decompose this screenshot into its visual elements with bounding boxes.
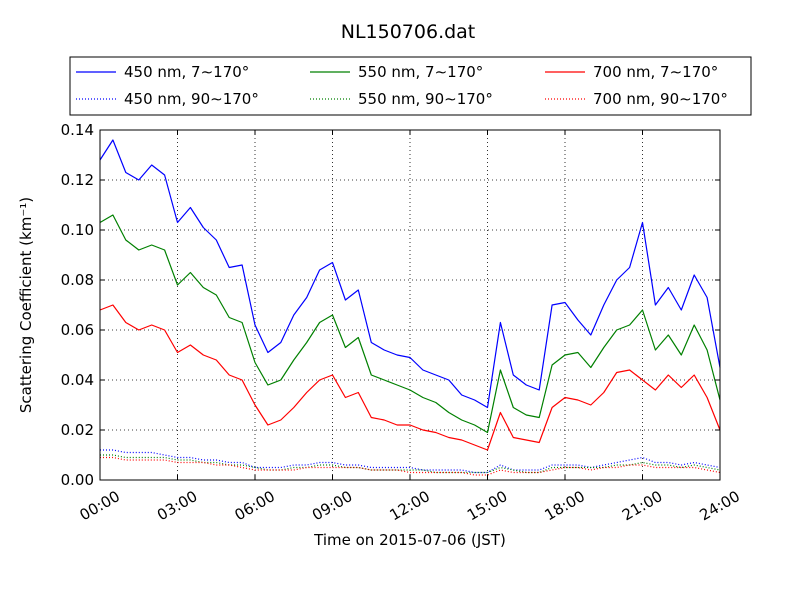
chart-title: NL150706.dat — [341, 21, 476, 43]
y-axis-label: Scattering Coefficient (km⁻¹) — [17, 197, 35, 413]
axis-ticks — [99, 129, 721, 481]
legend-label-4: 700 nm, 7∼170° — [593, 63, 718, 81]
legend-label-5: 700 nm, 90∼170° — [593, 90, 728, 108]
y-tick-label: 0.02 — [61, 421, 94, 439]
y-tick-label: 0.08 — [61, 271, 94, 289]
y-tick-label: 0.00 — [61, 471, 94, 489]
series-line-3 — [100, 454, 721, 474]
legend-label-2: 550 nm, 7∼170° — [358, 63, 483, 81]
legend-box — [69, 56, 752, 116]
y-tick-label: 0.06 — [61, 321, 94, 339]
y-tick-labels: 0.00 0.02 0.04 0.06 0.08 0.10 0.12 0.14 — [61, 121, 94, 489]
series-line-4 — [99, 304, 721, 451]
y-tick-label: 0.14 — [61, 121, 94, 139]
series-layer — [99, 139, 721, 476]
legend: 450 nm, 7∼170° 450 nm, 90∼170° 550 nm, 7∼1… — [69, 56, 752, 116]
legend-label-3: 550 nm, 90∼170° — [358, 90, 493, 108]
x-axis-label: Time on 2015-07-06 (JST) — [313, 531, 506, 549]
legend-label-0: 450 nm, 7∼170° — [124, 63, 249, 81]
y-tick-label: 0.12 — [61, 171, 94, 189]
y-tick-label: 0.04 — [61, 371, 94, 389]
y-tick-label: 0.10 — [61, 221, 94, 239]
series-line-0 — [99, 139, 721, 409]
legend-label-1: 450 nm, 90∼170° — [124, 90, 259, 108]
series-line-2 — [99, 214, 721, 434]
